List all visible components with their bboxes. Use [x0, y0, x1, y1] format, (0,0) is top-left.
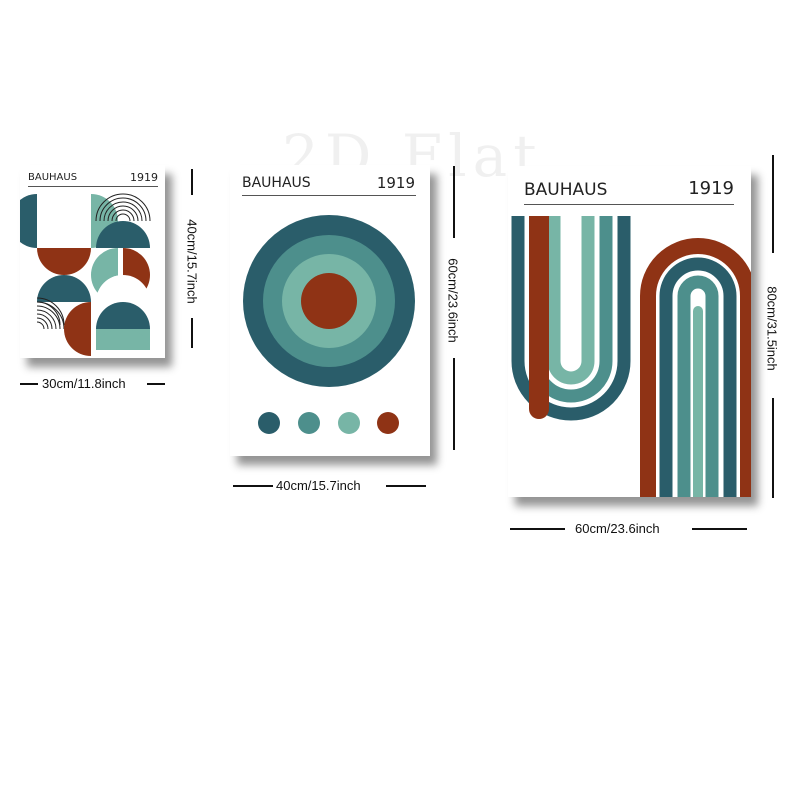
dim-line-medium-height-top	[453, 166, 455, 238]
dim-line-small-width-right	[147, 383, 165, 385]
dim-line-large-height-top	[772, 155, 774, 253]
dim-label-small-width: 30cm/11.8inch	[42, 376, 126, 391]
dim-line-medium-width-left	[233, 485, 273, 487]
poster-medium: BAUHAUS 1919	[230, 165, 430, 456]
dim-label-medium-width: 40cm/15.7inch	[276, 478, 361, 493]
poster-medium-brand: BAUHAUS	[242, 175, 311, 191]
dim-line-small-height-top	[191, 169, 193, 195]
poster-large-rule	[524, 204, 734, 205]
swatch-dot-2	[298, 412, 320, 434]
poster-large-artwork	[511, 216, 751, 497]
poster-small: BAUHAUS 1919	[20, 165, 165, 358]
poster-medium-artwork	[243, 215, 415, 434]
poster-small-artwork	[20, 193, 151, 356]
dim-label-medium-height: 60cm/23.6inch	[445, 258, 461, 343]
dim-label-large-height: 80cm/31.5inch	[764, 286, 780, 371]
poster-large-brand: BAUHAUS	[524, 180, 608, 200]
target-center	[301, 273, 357, 329]
dim-line-large-height-bottom	[772, 398, 774, 498]
poster-small-brand: BAUHAUS	[28, 172, 78, 183]
poster-small-rule	[28, 186, 158, 187]
dim-line-small-width-left	[20, 383, 38, 385]
dim-line-medium-height-bottom	[453, 358, 455, 450]
swatch-dot-3	[338, 412, 360, 434]
poster-medium-year: 1919	[376, 174, 415, 192]
poster-medium-rule	[242, 195, 416, 196]
arch-stripes	[640, 238, 751, 497]
dim-label-small-height: 40cm/15.7inch	[184, 219, 200, 304]
poster-large: BAUHAUS 1919	[508, 166, 751, 497]
dim-line-large-width-left	[510, 528, 565, 530]
dim-line-small-height-bottom	[191, 318, 193, 348]
poster-small-year: 1919	[130, 171, 158, 184]
u-rust-bar	[529, 216, 549, 419]
swatch-dot-4	[377, 412, 399, 434]
dim-line-medium-width-right	[386, 485, 426, 487]
arch-center	[693, 306, 703, 497]
dim-line-large-width-right	[692, 528, 747, 530]
dim-label-large-width: 60cm/23.6inch	[575, 521, 660, 536]
poster-large-year: 1919	[688, 178, 734, 199]
swatch-dot-1	[258, 412, 280, 434]
